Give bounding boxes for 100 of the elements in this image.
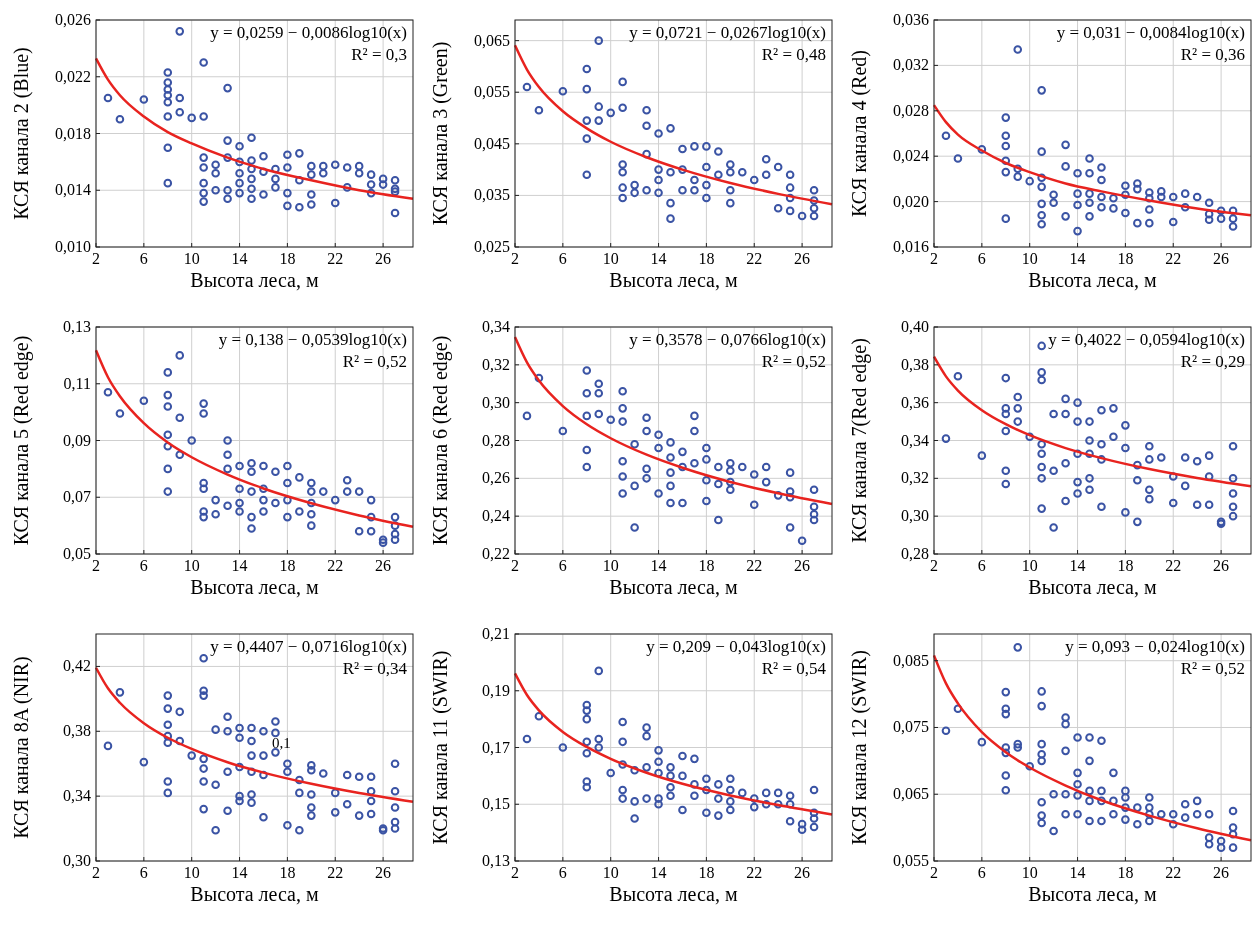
y-tick-label: 0,30 (901, 507, 929, 525)
x-tick-label: 14 (1069, 250, 1086, 267)
annotation: y = 0,093 − 0,024log10(x) (1065, 637, 1245, 656)
y-tick-label: 0,09 (63, 431, 91, 449)
x-axis-title: Высота леса, м (190, 576, 319, 598)
x-tick-label: 14 (231, 557, 248, 574)
annotation: y = 0,0721 − 0,0267log10(x) (629, 23, 826, 42)
annotation: R² = 0,34 (342, 659, 408, 678)
x-tick-label: 14 (231, 250, 248, 267)
x-axis-title: Высота леса, м (190, 269, 319, 291)
x-tick-label: 10 (183, 864, 200, 881)
x-tick-label: 10 (183, 557, 200, 574)
x-axis-title: Высота леса, м (609, 883, 738, 905)
y-tick-label: 0,32 (901, 469, 929, 487)
y-tick-label: 0,028 (893, 101, 929, 119)
y-tick-label: 0,34 (901, 431, 929, 449)
y-tick-label: 0,13 (482, 852, 510, 869)
y-tick-label: 0,026 (55, 11, 91, 28)
annotation: y = 0,3578 − 0,0766log10(x) (629, 330, 826, 349)
y-tick-label: 0,42 (63, 657, 91, 675)
x-tick-label: 2 (511, 250, 519, 267)
x-tick-label: 2 (930, 557, 938, 574)
y-tick-label: 0,17 (482, 738, 510, 756)
y-tick-label: 0,38 (901, 355, 929, 373)
y-tick-label: 0,018 (55, 124, 91, 142)
y-tick-label: 0,30 (482, 393, 510, 411)
x-tick-label: 14 (231, 864, 248, 881)
y-tick-label: 0,085 (893, 651, 929, 669)
x-tick-label: 18 (698, 864, 715, 881)
x-tick-label: 22 (746, 864, 763, 881)
x-axis-title: Высота леса, м (190, 883, 319, 905)
x-tick-label: 22 (1165, 250, 1182, 267)
x-tick-label: 14 (1069, 864, 1086, 881)
y-tick-label: 0,010 (55, 238, 91, 255)
y-tick-label: 0,28 (482, 431, 510, 449)
x-tick-label: 6 (139, 250, 148, 267)
y-tick-label: 0,065 (893, 785, 929, 803)
x-tick-label: 6 (977, 864, 986, 881)
annotation: R² = 0,52 (761, 352, 826, 371)
y-axis-title: КСЯ канала 12 (SWIR) (848, 650, 871, 845)
y-tick-label: 0,020 (893, 192, 929, 210)
y-axis-title: КСЯ канала 11 (SWIR) (429, 650, 452, 845)
x-tick-label: 6 (139, 864, 148, 881)
annotation: R² = 0,48 (761, 45, 826, 64)
x-tick-label: 6 (558, 557, 567, 574)
annotation: R² = 0,54 (761, 659, 827, 678)
y-tick-label: 0,21 (482, 625, 510, 642)
y-axis-title: КСЯ канала 7(Red edge) (848, 338, 871, 543)
y-axis-title: КСЯ канала 2 (Blue) (10, 47, 33, 220)
x-tick-label: 26 (1213, 557, 1230, 574)
y-tick-label: 0,014 (55, 181, 91, 199)
line-series (932, 654, 1253, 842)
x-tick-label: 26 (1213, 864, 1230, 881)
x-tick-label: 18 (1117, 557, 1134, 574)
annotation: y = 0,138 − 0,0539log10(x) (218, 330, 407, 349)
annotation: y = 0,0259 − 0,0086log10(x) (210, 23, 407, 42)
x-tick-label: 26 (794, 864, 811, 881)
annotation: R² = 0,3 (351, 45, 407, 64)
x-tick-label: 14 (650, 557, 667, 574)
x-axis-title: Высота леса, м (609, 269, 738, 291)
x-tick-label: 2 (511, 864, 519, 881)
y-tick-label: 0,19 (482, 681, 510, 699)
y-tick-label: 0,065 (474, 31, 510, 49)
x-tick-label: 10 (602, 864, 619, 881)
y-tick-label: 0,36 (901, 393, 929, 411)
x-tick-label: 22 (327, 864, 344, 881)
x-tick-label: 22 (746, 557, 763, 574)
y-tick-label: 0,045 (474, 134, 510, 152)
x-tick-label: 22 (746, 250, 763, 267)
x-axis-title: Высота леса, м (1028, 883, 1157, 905)
x-tick-label: 2 (92, 557, 100, 574)
x-tick-label: 18 (1117, 864, 1134, 881)
x-tick-label: 2 (930, 250, 938, 267)
x-tick-label: 18 (279, 864, 296, 881)
annotation: 0,1 (272, 734, 291, 751)
annotation: y = 0,4407 − 0,0716log10(x) (210, 637, 407, 656)
y-tick-label: 0,40 (901, 318, 929, 335)
annotation: R² = 0,29 (1180, 352, 1245, 371)
y-tick-label: 0,07 (63, 488, 91, 506)
y-axis-title: КСЯ канала 5 (Red edge) (10, 335, 33, 546)
y-tick-label: 0,05 (63, 545, 91, 562)
x-tick-label: 18 (698, 557, 715, 574)
x-tick-label: 26 (375, 864, 392, 881)
x-tick-label: 22 (327, 557, 344, 574)
x-tick-label: 6 (139, 557, 148, 574)
annotation: R² = 0,52 (342, 352, 407, 371)
y-tick-label: 0,26 (482, 469, 510, 487)
x-tick-label: 2 (930, 864, 938, 881)
x-tick-label: 26 (375, 250, 392, 267)
x-tick-label: 26 (794, 557, 811, 574)
y-tick-label: 0,022 (55, 67, 91, 85)
y-tick-label: 0,055 (893, 852, 929, 869)
x-tick-label: 6 (977, 250, 986, 267)
y-tick-label: 0,32 (482, 355, 510, 373)
x-tick-label: 18 (279, 250, 296, 267)
annotation: y = 0,4022 − 0,0594log10(x) (1048, 330, 1245, 349)
x-tick-label: 26 (375, 557, 392, 574)
y-tick-label: 0,24 (482, 507, 510, 525)
line-series (513, 335, 834, 506)
x-tick-label: 6 (558, 864, 567, 881)
